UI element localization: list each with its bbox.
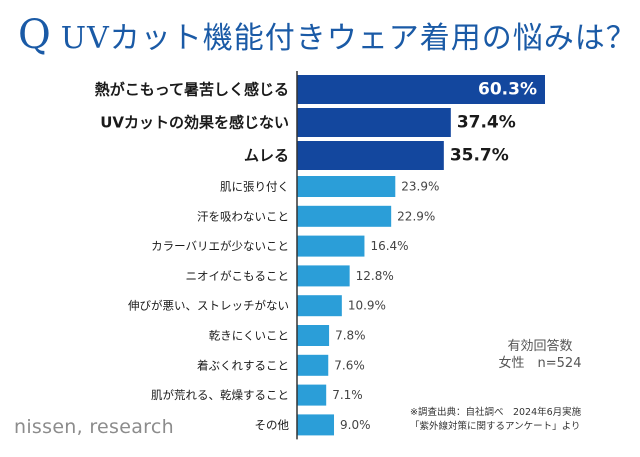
bar-7 [297, 265, 350, 287]
value-label-6: 16.4% [370, 239, 408, 253]
value-label-12: 9.0% [340, 418, 371, 432]
value-label-8: 10.9% [348, 299, 386, 313]
category-label-4: 肌に張り付く [220, 180, 289, 194]
bar-5 [297, 205, 392, 227]
source-note: ※調査出典：自社調べ 2024年6月実施 「紫外線対策に関するアンケート」より [410, 406, 635, 434]
category-label-12: その他 [255, 418, 290, 432]
category-label-10: 着ぶくれすること [197, 358, 289, 372]
category-label-2: UVカットの効果を感じない [100, 114, 289, 132]
bar-4 [297, 176, 396, 197]
bar-3 [297, 141, 444, 170]
sample-label: 有効回答数 [507, 339, 573, 354]
source-line-2: 「紫外線対策に関するアンケート」より [410, 421, 581, 432]
value-label-1: 60.3% [478, 80, 537, 100]
title-text: UVカット機能付きウェア着用の悩みは？ [60, 21, 637, 56]
category-label-3: ムレる [244, 147, 289, 165]
category-label-11: 肌が荒れる、乾燥すること [151, 388, 289, 402]
bar-2 [297, 108, 451, 137]
source-line-1: ※調査出典：自社調べ 2024年6月実施 [410, 407, 582, 418]
category-label-5: 汗を吸わないこと [197, 209, 289, 223]
bar-8 [297, 295, 342, 317]
bar-6 [297, 235, 365, 257]
category-label-1: 熱がこもって暑苦しく感じる [95, 81, 289, 99]
value-label-10: 7.6% [334, 358, 365, 372]
category-label-8: 伸びが悪い、ストレッチがない [128, 299, 289, 313]
value-label-5: 22.9% [397, 209, 435, 223]
sample-value: 女性 n=524 [498, 356, 582, 371]
value-label-9: 7.8% [335, 329, 366, 343]
value-label-7: 12.8% [356, 269, 394, 283]
value-label-4: 23.9% [401, 180, 439, 194]
category-label-7: ニオイがこもること [186, 269, 290, 283]
bar-1 [297, 75, 545, 104]
value-label-11: 7.1% [332, 388, 363, 402]
category-label-9: 乾きにくいこと [209, 329, 289, 343]
bar-11 [297, 384, 327, 406]
bar-12 [297, 414, 335, 436]
value-label-3: 35.7% [450, 146, 509, 166]
bar-9 [297, 325, 330, 346]
page-title: Q UVカット機能付きウェア着用の悩みは？ [18, 10, 636, 60]
title-q-mark: Q [18, 12, 51, 58]
category-label-6: カラーバリエが少ないこと [151, 239, 289, 253]
brand-logo: nissen, research [14, 416, 174, 438]
bar-10 [297, 354, 329, 376]
value-label-2: 37.4% [457, 113, 516, 133]
sample-size-note: 有効回答数 女性 n=524 [470, 338, 610, 372]
